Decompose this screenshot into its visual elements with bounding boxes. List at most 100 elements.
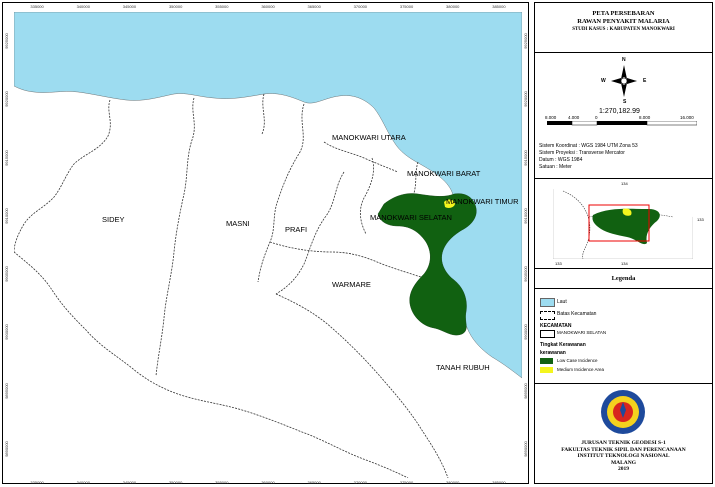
coordinate-tick: 9910000: [4, 208, 9, 224]
scale-tick-1: 8.000: [545, 115, 557, 120]
coordinate-tick: 355000: [215, 4, 229, 9]
label-manokwari-utara: MANOKWARI UTARA: [332, 133, 406, 142]
label-warmare: WARMARE: [332, 280, 371, 289]
legend-laut-label: Laut: [557, 299, 567, 305]
coordinate-tick: 9895000: [4, 382, 9, 399]
label-manokwari-barat: MANOKWARI BARAT: [407, 169, 481, 178]
system-line-2: Sistem Proyeksi : Transverse Mercator: [539, 150, 625, 156]
legend-medium-label: Medium Incidence Area: [557, 367, 605, 372]
institution-text: JURUSAN TEKNIK GEODESI S-1 FAKULTAS TEKN…: [535, 440, 712, 473]
label-manokwari-selatan: MANOKWARI SELATAN: [370, 213, 452, 222]
univ-line-1: JURUSAN TEKNIK GEODESI S-1: [581, 440, 666, 446]
system-line-3: Datum : WGS 1984: [539, 157, 583, 163]
inset-label-right: 133: [697, 217, 704, 222]
title-line-2: RAWAN PENYAKIT MALARIA: [577, 18, 670, 25]
legend-tingkat-header: Tingkat Kerawanan: [540, 342, 586, 348]
coordinate-tick: 380000: [446, 480, 460, 485]
coordinate-tick: 340000: [76, 480, 90, 485]
coordinate-tick: 9915000: [4, 149, 9, 166]
subtitle: STUDI KASUS : KABUPATEN MANOKWARI: [572, 27, 675, 32]
medium-incidence-area: [444, 199, 455, 208]
coordinate-tick: 360000: [261, 4, 275, 9]
system-line-4: Satuan : Meter: [539, 164, 572, 170]
coordinate-tick: 350000: [168, 4, 183, 9]
scale-tick-2: 4.000: [568, 115, 580, 120]
coordinate-tick: 9905000: [4, 266, 9, 282]
institution-box: JURUSAN TEKNIK GEODESI S-1 FAKULTAS TEKN…: [535, 384, 712, 483]
coordinate-tick: 365000: [307, 480, 321, 485]
legend-title: Legenda: [611, 275, 636, 282]
coordinate-tick: 9925000: [4, 33, 9, 49]
coordinate-tick: 340000: [76, 4, 90, 9]
legend-low-label: Low Case Incidence: [557, 358, 598, 363]
legend-low-swatch: [540, 358, 553, 364]
district-boundaries: [14, 93, 449, 478]
coordinate-tick: 9900000: [4, 324, 9, 341]
legend-title-box: Legenda: [535, 269, 712, 289]
inset-label-top: 134: [621, 181, 628, 186]
coordinate-tick: 9890000: [523, 441, 528, 457]
compass-s: S: [623, 99, 627, 105]
label-manokwari-timur: MANOKWARI TIMUR: [446, 197, 519, 206]
legend-kecamatan-header: KECAMATAN: [540, 323, 572, 329]
map-canvas[interactable]: SIDEY MASNI PRAFI WARMARE MANOKWARI UTAR…: [14, 12, 522, 478]
coordinate-tick: 375000: [399, 480, 414, 485]
scale-tick-3: 0: [595, 115, 598, 120]
univ-line-2: FAKULTAS TEKNIK SIPIL DAN PERENCANAAN: [561, 446, 686, 453]
coordinate-tick: 9915000: [523, 149, 528, 166]
inset-map: [553, 187, 693, 259]
coordinate-tick: 345000: [122, 480, 137, 485]
legend-box: Laut Batas Kecamatan KECAMATAN MANOKWARI…: [535, 289, 712, 384]
north-arrow-icon: [611, 65, 637, 97]
coordinate-tick: 9900000: [523, 324, 528, 341]
info-box: N S E W 1:270,182.99 8.000 4.000 0 8.000…: [535, 53, 712, 179]
coordinate-tick: 9925000: [523, 33, 528, 49]
scale-bar: [547, 121, 697, 126]
label-tanah-rubuh: TANAH RUBUH: [436, 363, 490, 372]
coordinate-tick: 375000: [399, 4, 414, 9]
legend-medium-swatch: [540, 367, 553, 373]
title-box: PETA PERSEBARAN RAWAN PENYAKIT MALARIA S…: [535, 3, 712, 53]
coordinate-tick: 9895000: [523, 382, 528, 399]
compass-n: N: [622, 57, 626, 63]
coordinate-tick: 345000: [122, 4, 137, 9]
coordinate-tick: 9920000: [4, 91, 9, 108]
univ-line-3: INSTITUT TEKNOLOGI NASIONAL: [577, 453, 670, 459]
legend-kerawanan-header: kerawanan: [540, 350, 566, 356]
inset-label-bottom-left: 133: [555, 261, 562, 266]
title-line-1: PETA PERSEBARAN: [592, 10, 655, 17]
compass-w: W: [601, 78, 606, 84]
coordinate-tick: 385000: [492, 480, 506, 485]
coordinate-tick: 380000: [446, 4, 460, 9]
legend-kecamatan-swatch: [540, 330, 555, 338]
map-frame: 335000 340000 345000 350000 355000 360000 3650…: [2, 2, 529, 485]
coordinate-tick: 9890000: [4, 441, 9, 457]
manokwari-selatan-low-case-area: [377, 193, 477, 336]
inset-label-bottom-right: 134: [621, 261, 628, 266]
univ-line-4: MALANG: [610, 459, 637, 466]
coordinate-tick: 370000: [353, 4, 368, 9]
coordinate-tick: 350000: [168, 480, 183, 485]
compass-e: E: [643, 78, 647, 84]
legend-kecamatan-item: MANOKWARI SELATAN: [557, 330, 607, 335]
map-layout-panel: PETA PERSEBARAN RAWAN PENYAKIT MALARIA S…: [534, 2, 713, 484]
scale-tick-4: 8.000: [639, 115, 651, 120]
coordinate-tick: 370000: [353, 480, 368, 485]
label-sidey: SIDEY: [102, 215, 125, 224]
univ-line-5: 2019: [618, 466, 629, 472]
coordinate-tick: 9905000: [523, 266, 528, 282]
label-prafi: PRAFI: [285, 225, 307, 234]
coordinate-tick: 365000: [307, 4, 321, 9]
inset-box: 134 133 133 134: [535, 179, 712, 269]
label-masni: MASNI: [226, 219, 250, 228]
system-line-1: Sistem Koordinat : WGS 1984 UTM Zona 53: [539, 143, 638, 149]
itn-logo-icon: [601, 390, 645, 434]
coordinate-tick: 385000: [492, 4, 506, 9]
legend-laut-swatch: [540, 298, 555, 307]
scale-text: 1:270,182.99: [599, 108, 640, 115]
coordinate-tick: 335000: [30, 4, 44, 9]
legend-batas-label: Batas Kecamatan: [557, 311, 597, 317]
coordinate-tick: 355000: [215, 480, 229, 485]
coordinate-tick: 9910000: [523, 208, 528, 224]
legend-batas-swatch: [540, 311, 555, 320]
